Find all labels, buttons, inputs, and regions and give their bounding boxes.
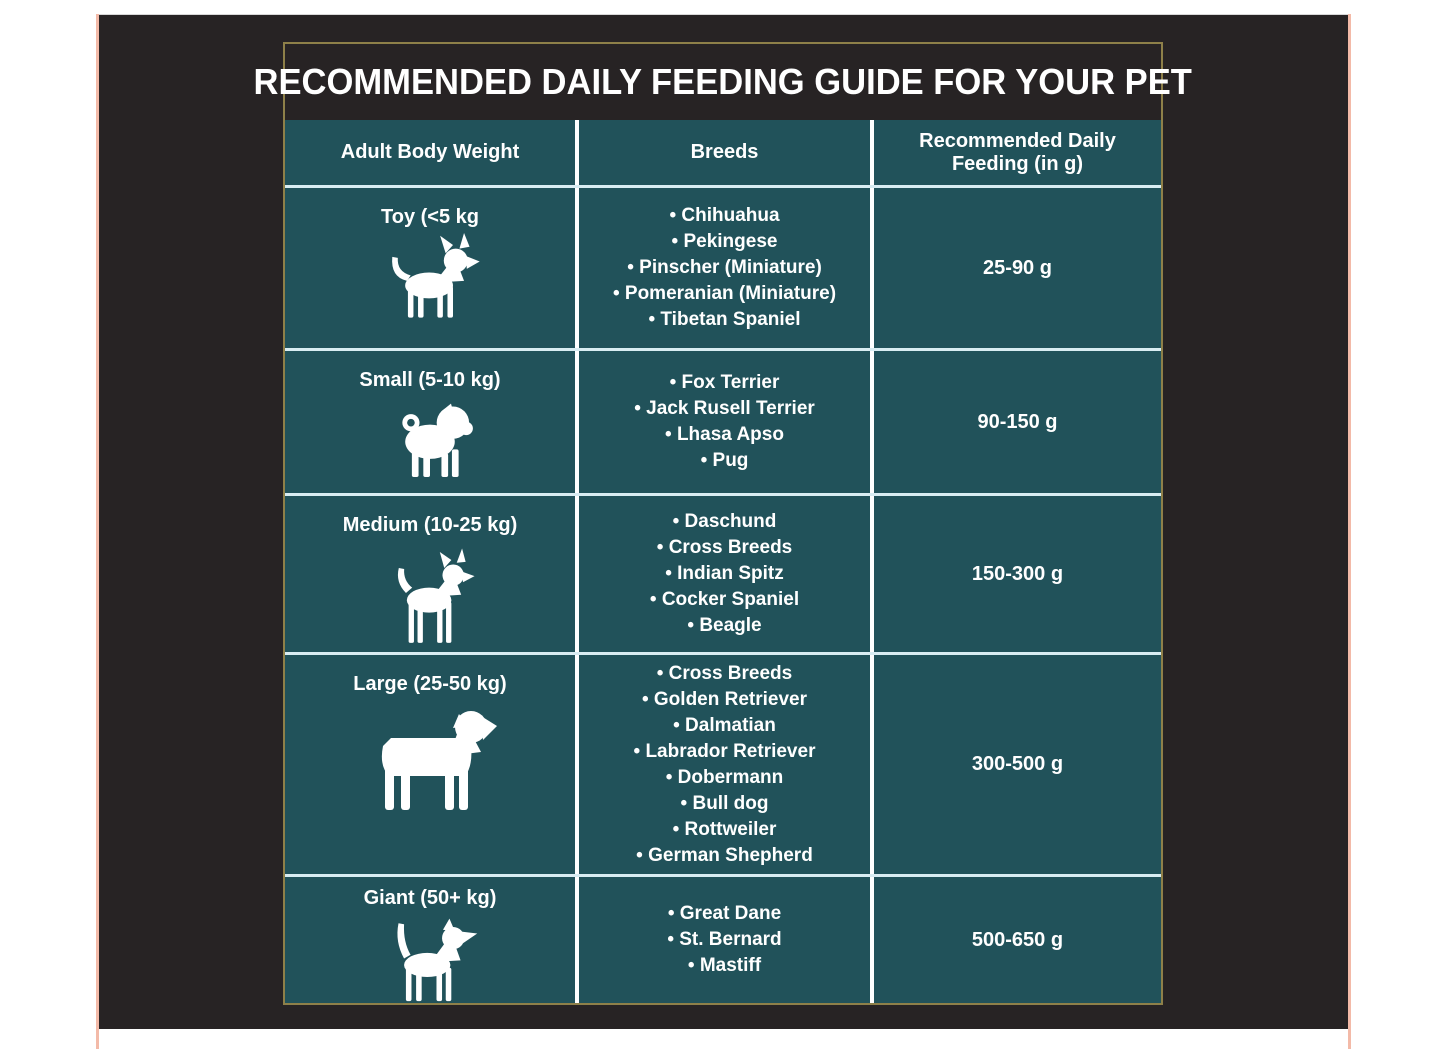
feeding-value: 500-650 g: [971, 928, 1064, 951]
table-row-large: Large (25-50 kg): [285, 652, 1161, 874]
feeding-value: 300-500 g: [971, 753, 1064, 775]
breed-item: Beagle: [650, 613, 799, 639]
breed-item: Pekingese: [613, 229, 836, 255]
breed-list: Great DaneSt. BernardMastiff: [667, 901, 781, 979]
feeding-value: 150-300 g: [971, 562, 1064, 585]
weight-cell: Toy (<5 kg: [285, 188, 579, 348]
breeds-cell: ChihuahuaPekingesePinscher (Miniature)Po…: [579, 188, 874, 348]
breed-item: Pug: [634, 448, 815, 474]
breeds-cell: Fox TerrierJack Rusell TerrierLhasa Apso…: [579, 351, 874, 493]
rottweiler-dog-icon: [361, 700, 499, 812]
breed-item: Jack Rusell Terrier: [634, 396, 815, 422]
breed-list: Cross BreedsGolden RetrieverDalmatianLab…: [634, 661, 816, 869]
weight-cell: Medium (10-25 kg): [285, 496, 579, 652]
breed-item: Cross Breeds: [650, 535, 799, 561]
terrier-dog-icon: [379, 914, 481, 1002]
page-title: RECOMMENDED DAILY FEEDING GUIDE FOR YOUR…: [253, 61, 1193, 102]
breed-item: Dobermann: [634, 765, 816, 791]
breed-item: Rottweiler: [634, 817, 816, 843]
breed-item: Chihuahua: [613, 203, 836, 229]
breeds-cell: Cross BreedsGolden RetrieverDalmatianLab…: [579, 655, 874, 874]
table-title-bar: RECOMMENDED DAILY FEEDING GUIDE FOR YOUR…: [254, 44, 1192, 120]
feeding-cell: 90-150 g: [874, 351, 1161, 493]
breed-item: Daschund: [650, 509, 799, 535]
breed-item: German Shepherd: [634, 843, 816, 869]
pug-dog-icon: [382, 396, 478, 478]
weight-label: Large (25-50 kg): [353, 673, 507, 695]
table-row-medium: Medium (10-25 kg): [285, 493, 1161, 652]
weight-label: Toy (<5 kg: [381, 206, 479, 228]
breed-item: Pinscher (Miniature): [613, 255, 836, 281]
breed-item: Bull dog: [634, 791, 816, 817]
breed-item: Labrador Retriever: [634, 739, 815, 765]
breed-item: Cross Breeds: [634, 661, 816, 687]
breed-item: Indian Spitz: [650, 561, 799, 587]
spitz-dog-icon: [381, 541, 479, 645]
weight-label: Giant (50+ kg): [363, 887, 497, 909]
weight-cell: Giant (50+ kg): [285, 877, 579, 1003]
breeds-cell: Great DaneSt. BernardMastiff: [579, 877, 874, 1003]
header-adult-body-weight: Adult Body Weight: [285, 120, 579, 185]
feeding-cell: 25-90 g: [874, 188, 1161, 348]
feeding-value: 90-150 g: [977, 410, 1058, 433]
header-recommended-daily-feeding: Recommended Daily Feeding (in g): [919, 129, 1116, 175]
breed-item: Dalmatian: [634, 713, 816, 739]
breed-list: DaschundCross BreedsIndian SpitzCocker S…: [650, 509, 799, 639]
breed-item: Tibetan Spaniel: [613, 307, 836, 333]
chihuahua-dog-icon: [378, 233, 482, 325]
breed-item: Pomeranian (Miniature): [613, 281, 836, 307]
feeding-cell: 150-300 g: [874, 496, 1161, 652]
breed-list: Fox TerrierJack Rusell TerrierLhasa Apso…: [634, 370, 815, 474]
breed-item: Fox Terrier: [634, 370, 815, 396]
table-row-giant: Giant (50+ kg): [285, 874, 1161, 1003]
header-breeds: Breeds: [579, 120, 874, 185]
breeds-cell: DaschundCross BreedsIndian SpitzCocker S…: [579, 496, 874, 652]
breed-item: Cocker Spaniel: [650, 587, 799, 613]
weight-label: Medium (10-25 kg): [342, 514, 518, 536]
breed-item: St. Bernard: [667, 927, 781, 953]
feeding-value: 25-90 g: [983, 256, 1052, 279]
table-header-row: Adult Body Weight Breeds Recommended Dai…: [285, 120, 1161, 185]
label-panel-frame: RECOMMENDED DAILY FEEDING GUIDE FOR YOUR…: [96, 14, 1351, 1049]
weight-label: Small (5-10 kg): [359, 369, 501, 391]
feeding-cell: 300-500 g: [874, 655, 1161, 874]
breed-item: Great Dane: [667, 901, 781, 927]
breed-item: Mastiff: [667, 953, 781, 979]
breed-item: Lhasa Apso: [634, 422, 815, 448]
feeding-cell: 500-650 g: [874, 877, 1161, 1003]
feeding-guide-table: RECOMMENDED DAILY FEEDING GUIDE FOR YOUR…: [254, 42, 1192, 1005]
breed-list: ChihuahuaPekingesePinscher (Miniature)Po…: [613, 203, 836, 333]
weight-cell: Small (5-10 kg): [285, 351, 579, 493]
table-row-toy: Toy (<5 kg: [285, 185, 1161, 348]
label-panel: RECOMMENDED DAILY FEEDING GUIDE FOR YOUR…: [99, 14, 1348, 1029]
breed-item: Golden Retriever: [634, 687, 816, 713]
table-row-small: Small (5-10 kg): [285, 348, 1161, 493]
weight-cell: Large (25-50 kg): [285, 655, 579, 874]
